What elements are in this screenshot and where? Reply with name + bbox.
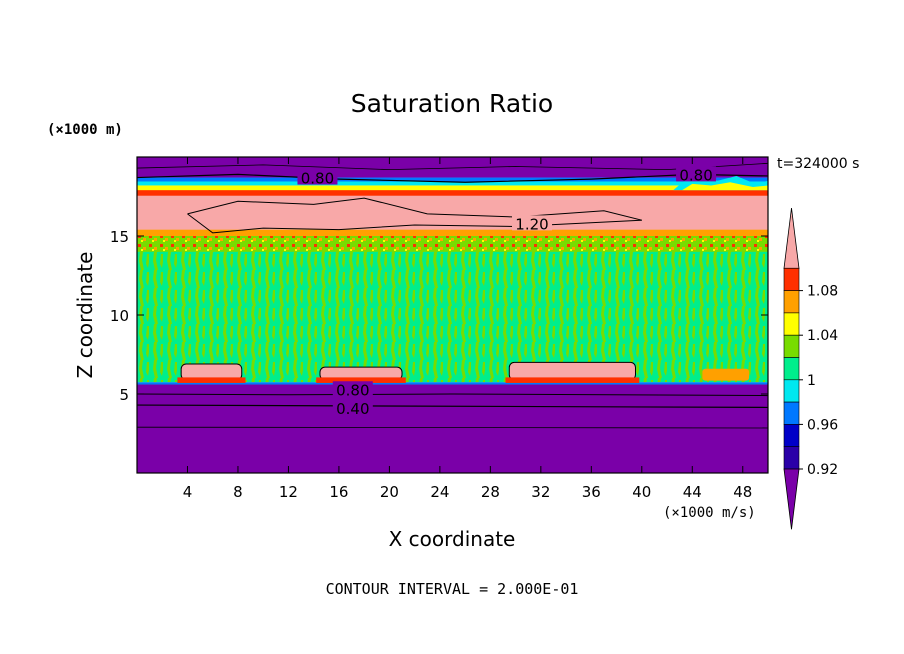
upper-yellow-band (137, 185, 768, 191)
upper-blue-band (137, 177, 768, 182)
x-tick-label: 20 (380, 483, 399, 501)
top-dry-layer (137, 157, 768, 178)
y-axis-unit: (×1000 m) (47, 122, 123, 138)
chart-title: Saturation Ratio (351, 89, 553, 118)
patch-rim (177, 377, 246, 383)
colorbar-swatch (783, 267, 800, 291)
plot-area (137, 157, 768, 473)
x-tick-label: 12 (279, 483, 298, 501)
colorbar-label: 1 (807, 373, 816, 389)
colorbar-label: 1.04 (807, 328, 838, 344)
x-tick-label: 40 (632, 483, 651, 501)
colorbar-swatch (783, 446, 800, 470)
y-tick-label: 15 (110, 228, 129, 246)
x-axis-label: X coordinate (389, 527, 516, 551)
contour-label-bg (676, 166, 717, 182)
small-patch (702, 368, 750, 381)
x-tick-label: 32 (531, 483, 550, 501)
mid-cloud-layer (137, 236, 768, 383)
lower-stable-layer (137, 384, 768, 473)
contour-label: 1.20 (515, 215, 548, 233)
x-tick-label: 44 (683, 483, 702, 501)
x-axis-ticks: 4 8 12 16 20 24 28 32 36 40 44 48 (183, 157, 752, 501)
upper-layer-bump-inner (682, 182, 768, 191)
colorbar-label: 0.92 (807, 462, 838, 478)
time-label: t=324000 s (777, 156, 859, 172)
contour-label-bg (332, 381, 373, 397)
contour-label: 0.80 (336, 381, 369, 399)
colorbar-swatch (783, 401, 800, 425)
patch-rim (505, 377, 640, 383)
x-tick-label: 28 (481, 483, 500, 501)
colorbar-bottom-arrow (783, 468, 800, 530)
x-tick-label: 4 (183, 483, 193, 501)
contour-label: 0.80 (679, 166, 712, 184)
colorbar-swatch (783, 424, 800, 447)
colorbar-label: 0.96 (807, 417, 838, 433)
contour-interval-footer: CONTOUR INTERVAL = 2.000E-01 (326, 580, 579, 598)
x-tick-label: 36 (582, 483, 601, 501)
patch-rim (316, 377, 406, 383)
contour-label: 0.80 (301, 170, 334, 188)
lower-transition-band (137, 382, 768, 385)
contour-labels: 0.80 0.801.200.800.40 (297, 166, 717, 418)
contour-label-bg (297, 169, 338, 185)
contour-label: 0.40 (336, 400, 369, 418)
y-axis-label: Z coordinate (73, 252, 97, 379)
contour-label-bg (332, 400, 373, 416)
contour-line-0-40 (137, 404, 768, 409)
y-tick-label: 10 (110, 307, 129, 325)
x-tick-label: 8 (233, 483, 243, 501)
supersaturated-patch (508, 361, 636, 381)
colorbar-swatch (783, 290, 800, 314)
contour-line-1-20 (187, 197, 642, 221)
colorbar-swatch (783, 379, 800, 403)
colorbar: 1.08 1.04 1 0.96 0.92 (783, 207, 838, 530)
contour-line-low (137, 426, 768, 429)
y-axis-ticks: 5 10 15 (110, 228, 768, 404)
y-tick-label: 5 (119, 386, 129, 404)
colorbar-swatch (783, 357, 800, 381)
x-axis-unit: (×1000 m/s) (663, 505, 756, 521)
colorbar-swatch (783, 334, 800, 358)
upper-red-band (137, 189, 768, 196)
upper-cyan-band (137, 181, 768, 186)
colorbar-top-arrow (783, 207, 800, 269)
x-tick-label: 16 (329, 483, 348, 501)
contour-label-bg (512, 215, 553, 231)
colorbar-label: 1.08 (807, 284, 838, 300)
x-tick-label: 48 (733, 483, 752, 501)
orange-band (137, 226, 768, 236)
x-tick-label: 24 (430, 483, 449, 501)
colorbar-swatch (783, 312, 800, 336)
upper-supersaturated-layer (137, 190, 768, 230)
